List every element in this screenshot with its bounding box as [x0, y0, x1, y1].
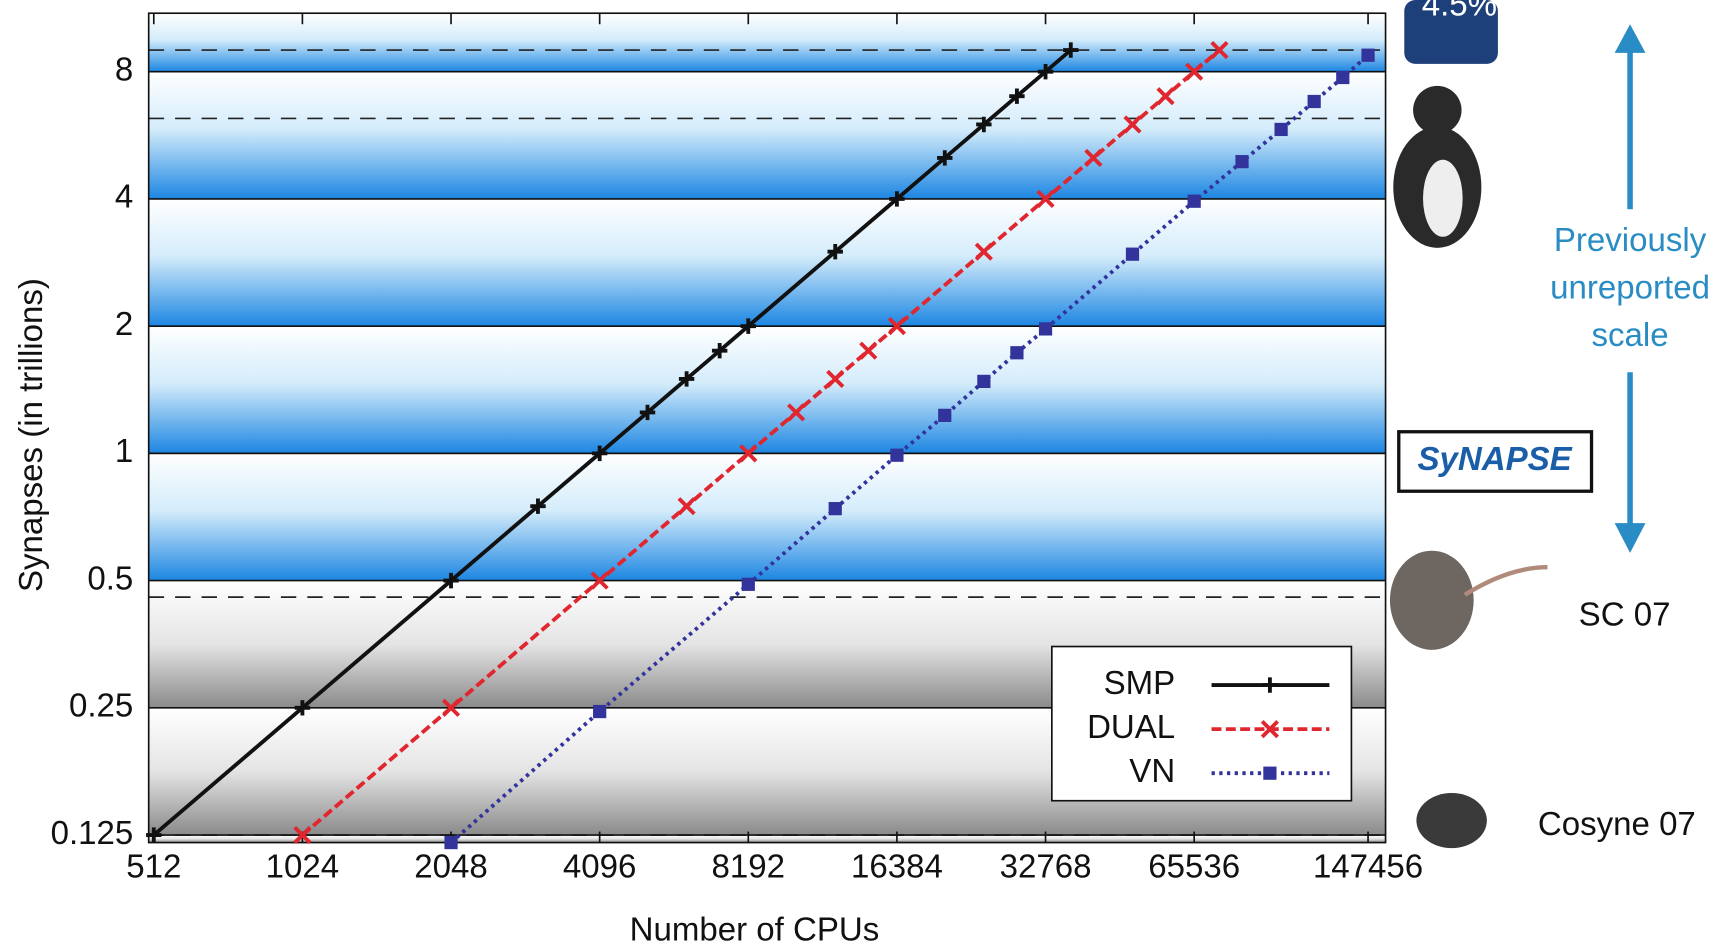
side-art: 4.5% SyNAPSE Previously unreported scale… — [1389, 0, 1710, 849]
data-point — [739, 444, 758, 463]
y-tick-label: 0.25 — [69, 688, 133, 725]
data-point — [1260, 720, 1279, 739]
data-point — [1262, 677, 1278, 693]
legend-box — [1051, 645, 1353, 802]
data-point — [974, 242, 993, 261]
data-point — [294, 700, 311, 716]
annotation: SC 07 — [1579, 597, 1671, 634]
data-point — [1156, 87, 1175, 106]
data-point — [826, 369, 845, 389]
data-point — [890, 448, 904, 462]
data-point — [146, 827, 162, 843]
data-point — [741, 577, 755, 591]
data-point — [1263, 766, 1277, 780]
data-point — [740, 318, 756, 334]
x-axis-label: Number of CPUs — [630, 912, 880, 948]
data-point — [593, 704, 607, 719]
data-point — [591, 445, 608, 462]
x-tick-label: 16384 — [851, 849, 943, 886]
y-axis-label: Synapses (in trillions) — [13, 278, 50, 592]
series-line — [152, 48, 1073, 837]
data-point — [859, 341, 878, 360]
data-point — [711, 342, 728, 359]
background-band — [148, 198, 1386, 327]
data-point — [530, 498, 546, 514]
y-tick-label: 0.125 — [51, 815, 134, 852]
data-point — [1307, 94, 1321, 109]
data-point — [639, 404, 656, 421]
x-tick-label: 32768 — [1000, 849, 1092, 886]
x-tick-label: 65536 — [1148, 849, 1240, 886]
data-point — [938, 408, 952, 422]
data-point — [1187, 194, 1201, 208]
x-tick-label: 147456 — [1313, 849, 1423, 886]
y-tick-label: 0.5 — [87, 560, 133, 597]
y-tick-label: 8 — [115, 51, 133, 88]
data-point — [590, 571, 609, 590]
annotation: Cosyne 07 — [1538, 806, 1696, 843]
data-point — [444, 835, 458, 850]
data-point — [976, 116, 992, 133]
data-point — [977, 374, 991, 389]
legend-label: SMP — [1104, 665, 1176, 702]
data-point — [1084, 148, 1103, 168]
annotation: unreported — [1550, 269, 1710, 306]
data-point — [889, 191, 905, 207]
data-point — [441, 698, 461, 717]
x-tick-label: 1024 — [266, 849, 339, 886]
data-point — [1361, 48, 1375, 62]
data-point — [1210, 40, 1229, 60]
data-point — [827, 244, 843, 260]
data-point — [1038, 322, 1053, 336]
legend-label: VN — [1129, 753, 1175, 790]
x-tick-label: 8192 — [712, 849, 785, 886]
data-point — [1274, 122, 1288, 137]
annotation: scale — [1592, 317, 1669, 354]
data-point — [678, 371, 695, 387]
data-point — [937, 150, 953, 166]
data-point — [293, 826, 312, 845]
data-point — [1235, 155, 1249, 169]
y-tick-label: 1 — [115, 433, 133, 470]
x-tick-label: 4096 — [563, 849, 636, 886]
data-point — [1185, 62, 1204, 81]
background-band — [148, 453, 1386, 581]
background-band — [148, 835, 1386, 843]
background-band — [148, 71, 1386, 199]
x-tick-label: 512 — [126, 849, 181, 886]
data-point — [1009, 88, 1025, 104]
background-band — [148, 13, 1386, 72]
data-point — [828, 502, 842, 516]
plot-frame — [147, 12, 1387, 844]
data-point — [887, 317, 906, 336]
data-point — [1037, 63, 1054, 80]
data-point — [1036, 189, 1055, 208]
annotation: Previously — [1554, 222, 1707, 259]
legend-label: DUAL — [1087, 709, 1175, 746]
x-tick-label: 2048 — [414, 849, 487, 886]
data-point — [443, 572, 459, 589]
data-point — [1010, 346, 1024, 360]
logo: SyNAPSE — [1417, 441, 1572, 478]
series-line — [301, 48, 1221, 837]
data-point — [1123, 115, 1142, 134]
data-point — [1063, 42, 1079, 58]
y-tick-label: 2 — [115, 306, 133, 343]
data-point — [677, 497, 696, 516]
data-point — [1125, 247, 1140, 261]
y-tick-label: 4 — [115, 179, 133, 216]
data-point — [787, 403, 806, 422]
annotation: 4.5% — [1422, 0, 1497, 23]
data-point — [1336, 70, 1350, 85]
background-band — [148, 326, 1386, 454]
